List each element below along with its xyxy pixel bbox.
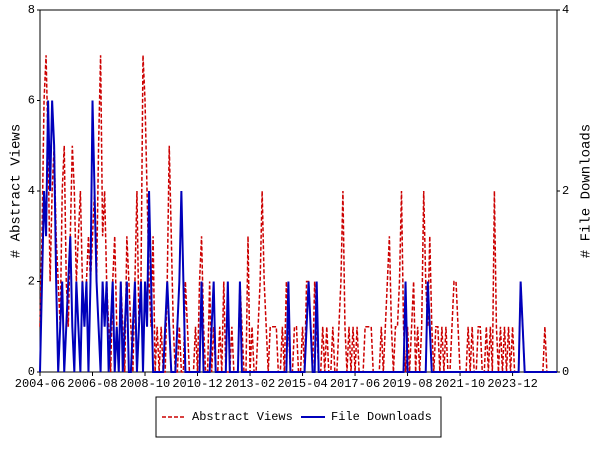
y2-tick-label: 2 [562, 184, 569, 198]
series-line [39, 55, 557, 373]
x-tick-label: 2008-10 [120, 377, 170, 391]
y-axis-title: # Abstract Views [9, 124, 25, 258]
x-tick-label: 2004-06 [15, 377, 65, 391]
y-tick-label: 0 [28, 365, 35, 379]
y-tick-label: 2 [28, 275, 35, 289]
x-tick-label: 2019-08 [382, 377, 432, 391]
x-tick-label: 2015-04 [277, 377, 327, 391]
y-tick-label: 4 [28, 184, 35, 198]
y-tick-label: 6 [28, 94, 35, 108]
legend-label: Abstract Views [192, 410, 293, 424]
plot-frame [39, 9, 558, 373]
y-tick-label: 8 [28, 3, 35, 17]
x-tick-label: 2010-12 [172, 377, 222, 391]
y2-axis-title: # File Downloads [579, 124, 595, 258]
y2-tick-label: 4 [562, 3, 569, 17]
x-tick-label: 2017-06 [330, 377, 380, 391]
x-tick-label: 2006-08 [67, 377, 117, 391]
x-tick-label: 2021-10 [435, 377, 485, 391]
series-line [39, 100, 557, 373]
legend-label: File Downloads [331, 410, 432, 424]
y2-tick-label: 0 [562, 365, 569, 379]
legend [155, 396, 442, 438]
x-tick-label: 2023-12 [487, 377, 537, 391]
x-tick-label: 2013-02 [225, 377, 275, 391]
